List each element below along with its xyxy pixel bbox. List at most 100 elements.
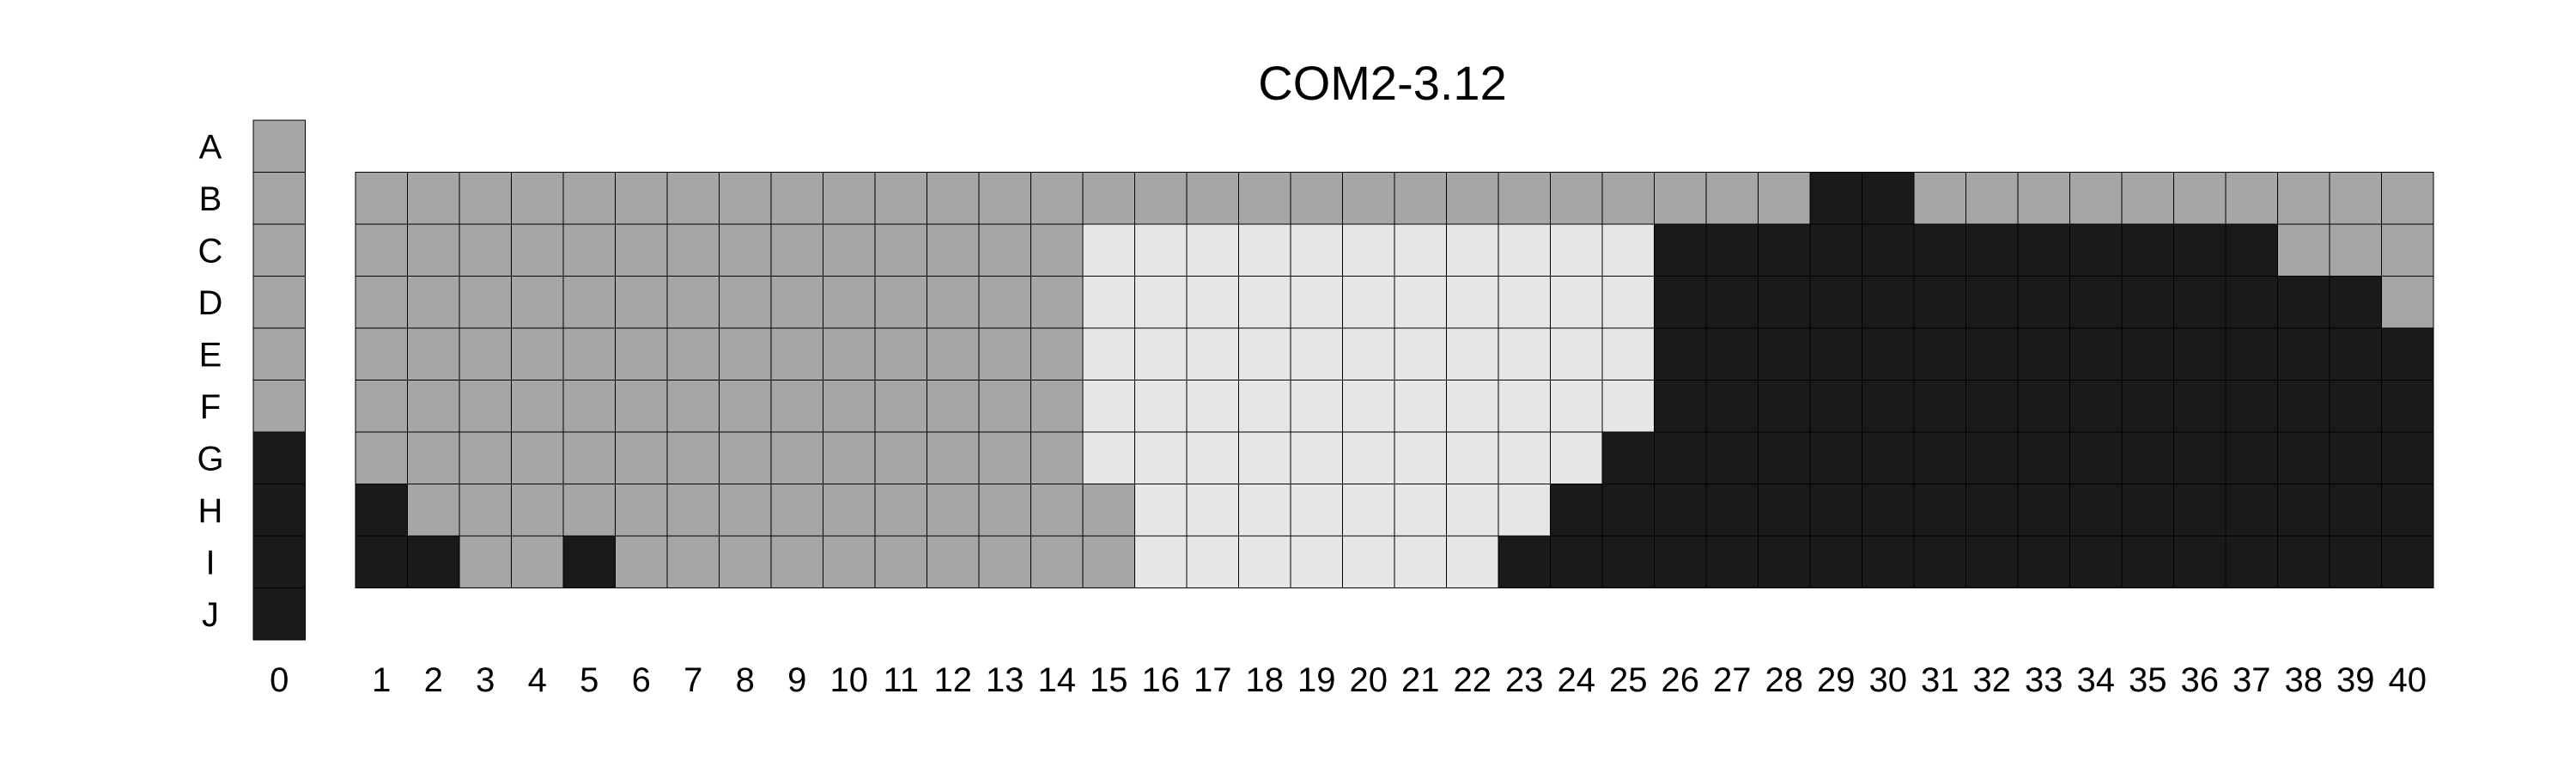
column-label-25: 25 <box>1609 661 1648 699</box>
cell-15-d <box>1082 276 1135 329</box>
cell-27-i <box>1705 535 1759 588</box>
cell-11-b <box>874 172 927 225</box>
cell-38-h <box>2277 484 2330 537</box>
cell-31-f <box>1913 380 1966 433</box>
cell-2-b <box>407 172 460 225</box>
cell-19-f <box>1290 380 1343 433</box>
cell-23-f <box>1498 380 1551 433</box>
cell-10-b <box>823 172 876 225</box>
cell-0-b <box>252 172 306 225</box>
cell-27-h <box>1705 484 1759 537</box>
cell-12-d <box>927 276 980 329</box>
cell-14-d <box>1030 276 1084 329</box>
cell-18-b <box>1238 172 1291 225</box>
cell-39-h <box>2329 484 2382 537</box>
cell-15-g <box>1082 431 1135 484</box>
cell-14-h <box>1030 484 1084 537</box>
cell-35-c <box>2121 223 2174 277</box>
cell-29-i <box>1809 535 1862 588</box>
cell-36-h <box>2173 484 2227 537</box>
cell-36-d <box>2173 276 2227 329</box>
cell-16-e <box>1134 327 1188 380</box>
cell-12-h <box>927 484 980 537</box>
cell-0-c <box>252 223 306 277</box>
row-label-c: C <box>198 232 223 270</box>
column-label-7: 7 <box>683 661 702 699</box>
cell-16-h <box>1134 484 1188 537</box>
cell-9-f <box>770 380 823 433</box>
cell-12-e <box>927 327 980 380</box>
cell-10-g <box>823 431 876 484</box>
cell-40-f <box>2381 380 2434 433</box>
cell-9-g <box>770 431 823 484</box>
column-label-13: 13 <box>986 661 1024 699</box>
cell-34-b <box>2069 172 2123 225</box>
cell-11-e <box>874 327 927 380</box>
cell-1-f <box>355 380 408 433</box>
cell-30-f <box>1862 380 1915 433</box>
column-label-16: 16 <box>1142 661 1181 699</box>
cell-28-c <box>1758 223 1811 277</box>
cell-30-g <box>1862 431 1915 484</box>
cell-40-d <box>2381 276 2434 329</box>
cell-18-h <box>1238 484 1291 537</box>
cell-23-d <box>1498 276 1551 329</box>
cell-5-b <box>562 172 616 225</box>
cell-25-f <box>1601 380 1655 433</box>
cell-30-b <box>1862 172 1915 225</box>
cell-39-i <box>2329 535 2382 588</box>
cell-33-e <box>2017 327 2070 380</box>
cell-16-b <box>1134 172 1188 225</box>
cell-26-d <box>1654 276 1707 329</box>
cell-40-b <box>2381 172 2434 225</box>
cell-6-c <box>615 223 668 277</box>
cell-16-f <box>1134 380 1188 433</box>
cell-0-j <box>252 587 306 641</box>
cell-6-f <box>615 380 668 433</box>
cell-6-i <box>615 535 668 588</box>
cell-3-d <box>459 276 512 329</box>
cell-22-e <box>1446 327 1499 380</box>
cell-7-f <box>666 380 720 433</box>
cell-33-c <box>2017 223 2070 277</box>
cell-2-e <box>407 327 460 380</box>
cell-13-b <box>978 172 1031 225</box>
cell-10-e <box>823 327 876 380</box>
column-label-23: 23 <box>1505 661 1544 699</box>
cell-13-i <box>978 535 1031 588</box>
cell-1-i <box>355 535 408 588</box>
cell-33-d <box>2017 276 2070 329</box>
cell-20-i <box>1342 535 1395 588</box>
cell-19-b <box>1290 172 1343 225</box>
cell-21-e <box>1394 327 1447 380</box>
cell-3-b <box>459 172 512 225</box>
cell-37-c <box>2225 223 2278 277</box>
column-label-26: 26 <box>1662 661 1700 699</box>
cell-0-h <box>252 484 306 537</box>
column-label-14: 14 <box>1038 661 1077 699</box>
cell-23-g <box>1498 431 1551 484</box>
column-label-1: 1 <box>372 661 391 699</box>
cell-0-a <box>252 119 306 173</box>
cell-36-f <box>2173 380 2227 433</box>
cell-6-d <box>615 276 668 329</box>
cell-7-d <box>666 276 720 329</box>
cell-34-e <box>2069 327 2123 380</box>
cell-31-d <box>1913 276 1966 329</box>
cell-24-e <box>1550 327 1603 380</box>
cell-4-e <box>511 327 564 380</box>
cell-37-d <box>2225 276 2278 329</box>
column-label-32: 32 <box>1973 661 2012 699</box>
cell-25-e <box>1601 327 1655 380</box>
cell-37-h <box>2225 484 2278 537</box>
cell-27-f <box>1705 380 1759 433</box>
cell-2-f <box>407 380 460 433</box>
cell-18-e <box>1238 327 1291 380</box>
cell-10-c <box>823 223 876 277</box>
cell-39-e <box>2329 327 2382 380</box>
column-label-8: 8 <box>736 661 755 699</box>
cell-21-b <box>1394 172 1447 225</box>
cell-15-h <box>1082 484 1135 537</box>
cell-21-h <box>1394 484 1447 537</box>
cell-20-h <box>1342 484 1395 537</box>
